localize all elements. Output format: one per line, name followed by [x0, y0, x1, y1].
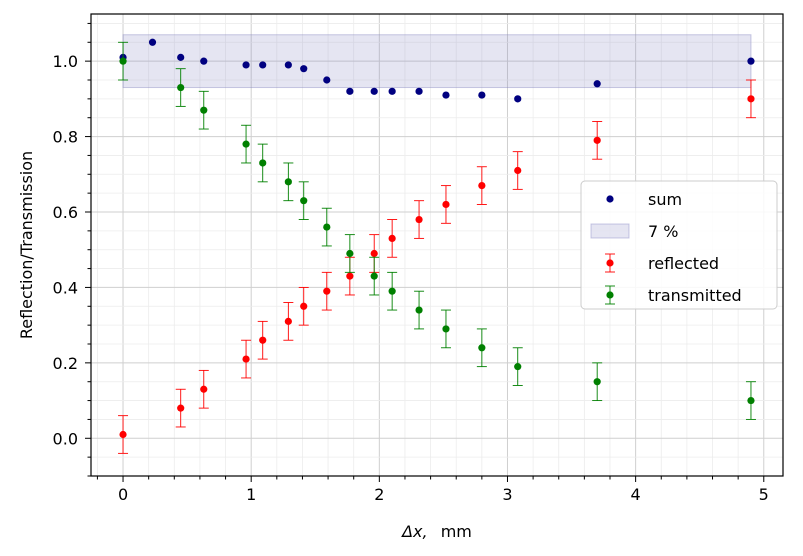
point-reflected — [300, 302, 308, 310]
point-transmitted — [200, 106, 208, 114]
y-tick-label: 0.8 — [53, 128, 78, 147]
legend-entry: 7 % — [590, 222, 678, 241]
point-transmitted — [177, 83, 185, 92]
x-tick-label: 1 — [246, 485, 256, 504]
point-reflected — [323, 287, 331, 295]
point-transmitted — [747, 396, 755, 405]
point-sum — [200, 57, 208, 65]
point-reflected — [284, 317, 292, 325]
x-axis-label-unit: mm — [441, 522, 472, 541]
y-tick-label: 0.6 — [53, 203, 78, 222]
point-reflected — [200, 385, 208, 393]
point-sum — [747, 57, 755, 65]
point-transmitted — [370, 272, 378, 280]
legend-marker — [606, 259, 614, 267]
y-tick-label: 1.0 — [53, 52, 78, 71]
point-sum — [388, 87, 396, 95]
series-reflected — [118, 79, 756, 454]
point-reflected — [415, 215, 423, 224]
point-transmitted — [388, 287, 396, 295]
point-reflected — [119, 430, 127, 439]
point-sum — [177, 53, 185, 61]
point-reflected — [346, 272, 354, 280]
point-sum — [346, 87, 354, 95]
x-tick-label: 5 — [759, 485, 769, 504]
point-transmitted — [119, 57, 127, 65]
legend-marker — [606, 195, 614, 203]
point-sum — [284, 61, 292, 69]
point-transmitted — [259, 159, 267, 167]
legend-label: 7 % — [648, 222, 678, 241]
point-sum — [514, 95, 522, 103]
band-layer — [122, 34, 752, 89]
point-transmitted — [514, 363, 522, 371]
data-layer — [118, 38, 756, 454]
band-7-percent — [122, 34, 752, 89]
point-sum — [593, 80, 601, 88]
point-transmitted — [478, 344, 486, 352]
point-reflected — [177, 404, 185, 412]
point-reflected — [388, 234, 396, 242]
point-transmitted — [284, 178, 292, 186]
point-sum — [323, 76, 331, 84]
point-sum — [300, 65, 308, 73]
point-transmitted — [346, 249, 354, 258]
legend-entry: reflected — [605, 253, 719, 273]
legend-marker — [606, 291, 614, 299]
point-reflected — [242, 355, 250, 363]
point-transmitted — [323, 223, 331, 231]
x-tick-label: 3 — [502, 485, 512, 504]
point-reflected — [478, 182, 486, 190]
point-reflected — [514, 166, 522, 175]
y-tick-label: 0.2 — [53, 354, 78, 373]
x-tick-label: 0 — [118, 485, 128, 504]
series-transmitted — [118, 41, 756, 420]
legend-entry: sum — [606, 190, 682, 209]
point-reflected — [442, 200, 450, 209]
point-transmitted — [415, 306, 423, 314]
y-tick-label: 0.4 — [53, 278, 78, 297]
point-sum — [370, 87, 378, 95]
point-sum — [478, 91, 486, 99]
x-axis-label-symbol: Δx, — [400, 522, 428, 541]
x-axis-label: Δx, mm — [400, 522, 472, 541]
plot-frame — [90, 13, 784, 477]
y-tick-label: 0.0 — [53, 429, 78, 448]
point-sum — [242, 61, 250, 69]
legend-box — [580, 180, 778, 310]
point-sum — [259, 61, 267, 69]
point-reflected — [593, 136, 601, 144]
point-transmitted — [442, 325, 450, 333]
ticks-layer: 0 1 2 3 4 5 0.0 0.2 0.4 0.6 0.8 1.0 — [53, 22, 769, 504]
point-sum — [442, 91, 450, 99]
point-reflected — [259, 336, 267, 344]
point-reflected — [370, 249, 378, 258]
legend-label: reflected — [648, 254, 719, 273]
x-tick-label: 4 — [631, 485, 641, 504]
point-transmitted — [242, 140, 250, 148]
legend-swatch-band — [590, 223, 630, 239]
y-axis-label: Reflection/Transmission — [17, 151, 36, 339]
point-transmitted — [300, 197, 308, 205]
legend-label: sum — [648, 190, 682, 209]
point-reflected — [747, 95, 755, 103]
point-sum — [415, 87, 423, 95]
legend-label: transmitted — [648, 286, 742, 305]
point-sum — [148, 38, 157, 46]
x-tick-label: 2 — [374, 485, 384, 504]
legend: sum 7 % reflected transmitted — [580, 180, 778, 310]
legend-entry: transmitted — [605, 285, 742, 305]
point-transmitted — [593, 378, 601, 386]
